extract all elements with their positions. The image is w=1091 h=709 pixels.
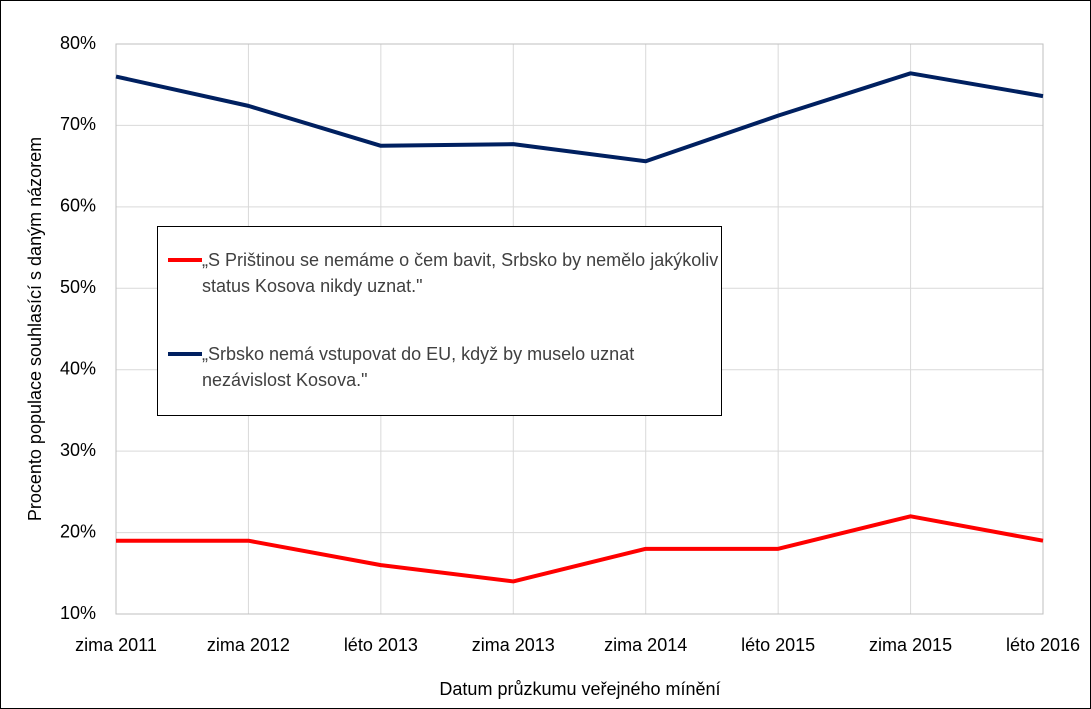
legend-item: „S Prištinou se nemáme o čem bavit, Srbs… [168, 247, 722, 299]
legend: „S Prištinou se nemáme o čem bavit, Srbs… [157, 226, 722, 416]
series-line [115, 71, 1044, 164]
legend-label: „S Prištinou se nemáme o čem bavit, Srbs… [202, 250, 719, 296]
plot-border [115, 43, 1044, 615]
y-tick-label: 20% [60, 521, 96, 541]
x-axis-title: Datum průzkumu veřejného mínění [439, 679, 720, 699]
y-tick-label: 30% [60, 440, 96, 460]
legend-item: „Srbsko nemá vstupovat do EU, když by mu… [168, 341, 722, 393]
series-line [116, 514, 1044, 584]
y-axis-title: Procento populace souhlasící s daným náz… [25, 137, 45, 521]
y-tick-label: 10% [60, 603, 96, 623]
x-tick-label: zima 2015 [869, 635, 952, 655]
x-tick-label: zima 2013 [472, 635, 555, 655]
x-tick-label: léto 2015 [741, 635, 815, 655]
x-tick-label: zima 2012 [207, 635, 290, 655]
y-tick-label: 70% [60, 114, 96, 134]
y-tick-label: 50% [60, 277, 96, 297]
legend-label: „Srbsko nemá vstupovat do EU, když by mu… [202, 344, 635, 390]
y-tick-label: 60% [60, 196, 96, 216]
legend-swatch [168, 352, 202, 356]
y-tick-label: 80% [60, 33, 96, 53]
y-tick-label: 40% [60, 358, 96, 378]
x-tick-label: zima 2011 [75, 635, 157, 655]
x-tick-label: léto 2013 [344, 635, 418, 655]
legend-swatch [168, 258, 202, 262]
x-tick-label: zima 2014 [604, 635, 687, 655]
x-tick-label: léto 2016 [1006, 635, 1080, 655]
